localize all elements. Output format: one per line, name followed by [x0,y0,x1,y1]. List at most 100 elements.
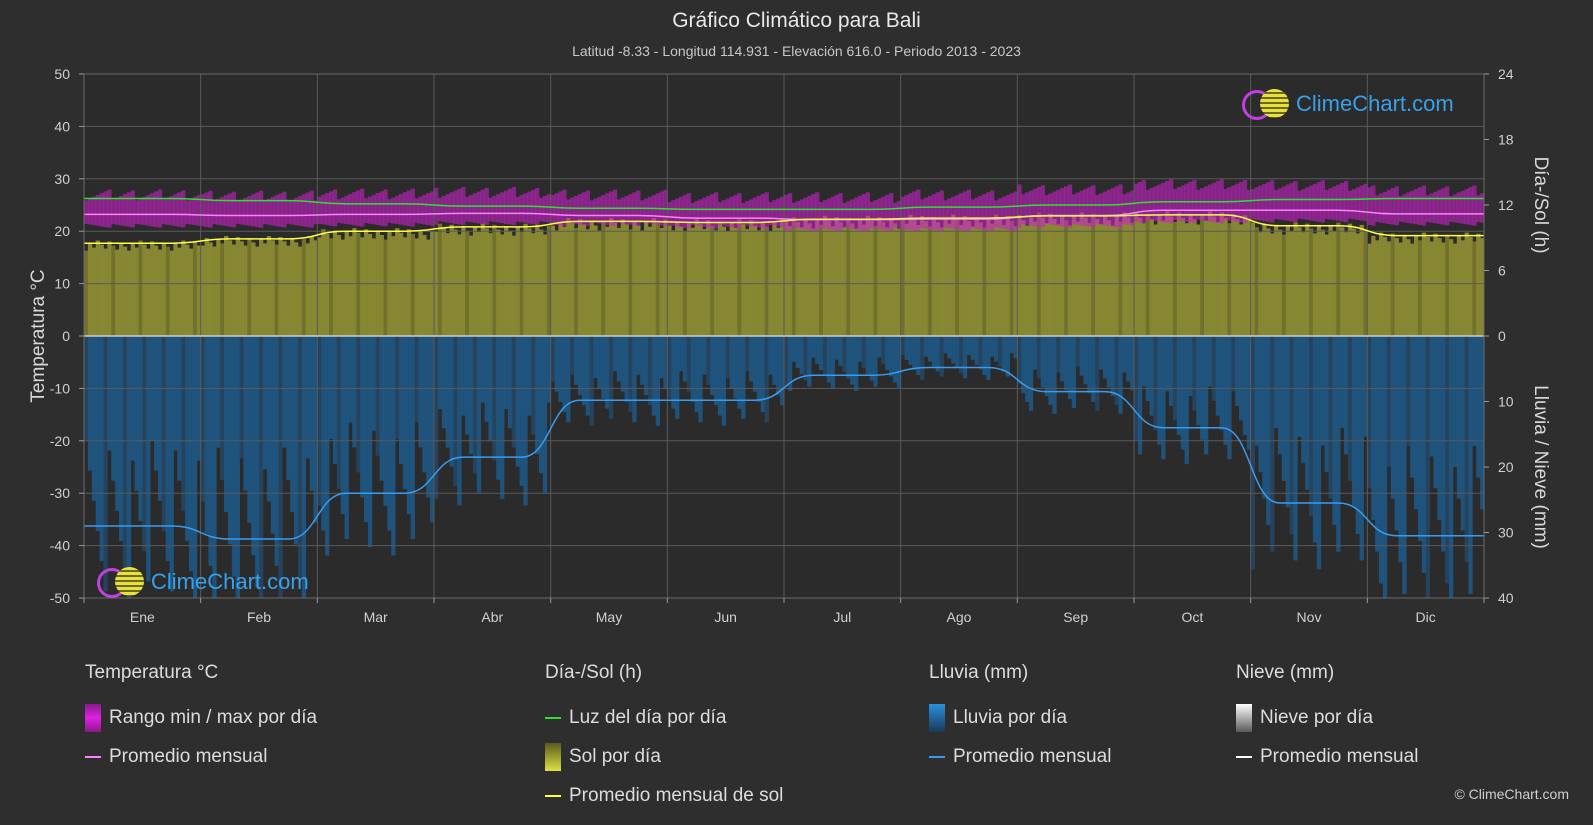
temp-range-bar [776,198,781,227]
logo-bottom[interactable]: ClimeChart.com [95,566,309,598]
temp-range-bar [146,195,151,226]
rain-bar [208,336,213,566]
x-tick-label: Ene [130,609,155,625]
sunshine-bar [873,226,878,336]
temp-range-bar [278,193,283,227]
temp-range-bar [1332,186,1337,221]
temp-range-bar [791,202,797,228]
sunshine-bar [710,225,715,336]
temp-range-bar [515,196,520,222]
temp-range-bar [912,191,917,231]
rain-bar [511,336,517,448]
rain-bar [119,336,124,541]
temp-range-bar [760,194,765,229]
rain-bar [95,336,100,531]
sunshine-bar [1161,220,1166,336]
temp-range-bar [1270,180,1275,223]
temp-range-bar [453,190,458,224]
sunshine-bar [480,223,485,336]
rain-bar [1071,336,1077,408]
rain-bar [698,336,703,423]
y2-tick-label: 0 [1498,328,1506,344]
temp-range-bar [1040,185,1045,228]
sunshine-bar [904,223,909,336]
temp-range-bar [861,194,867,231]
logo-top[interactable]: ClimeChart.com [1240,88,1454,120]
sunshine-bar [169,250,174,336]
sunshine-bar [527,228,532,336]
rain-bar [729,336,734,389]
sunshine-bar [1025,225,1030,336]
rain-bar [130,336,135,461]
rain-bar [838,336,843,366]
temp-range-bar [869,202,874,228]
temp-range-bar [1449,196,1454,222]
sunshine-bar [523,223,528,336]
temp-range-bar [216,198,221,225]
sunshine-bar [1379,232,1384,336]
rain-bar [500,336,505,499]
rain-bar [986,336,991,380]
sunshine-bar [854,228,859,336]
temp-range-bar [959,193,964,231]
temp-range-bar [881,196,886,230]
rain-bar [507,336,513,429]
sunshine-bar [546,226,552,336]
rain-bar [737,336,742,409]
legend-label: Rango min / max por día [109,706,318,728]
legend-label: Luz del día por día [569,706,727,728]
sunshine-bar [749,220,754,336]
sunshine-bar [694,219,699,336]
temp-range-bar [402,192,408,226]
temp-range-bar [91,196,97,226]
temp-range-bar [679,196,684,228]
temp-range-bar [87,198,93,225]
temp-range-bar [605,193,610,225]
rain-bar [453,336,458,486]
temp-range-bar [589,200,594,223]
sunshine-bar [764,226,769,336]
rain-bar [694,336,699,413]
rain-bar [846,336,851,379]
sunshine-bar [1394,238,1399,336]
rain-bar [1013,336,1018,359]
sunshine-bar [581,224,587,336]
temp-range-bar [504,190,509,224]
temp-range-bar [270,196,275,226]
sunshine-bar [208,242,213,336]
sunshine-bar [943,218,948,336]
sunshine-bar [500,234,505,336]
sunshine-bar [282,241,287,336]
rain-bar [1040,336,1045,388]
rain-bar [1048,336,1053,405]
sunshine-bar [1293,222,1298,336]
rain-bar [1172,336,1178,421]
rain-bar [445,336,450,448]
temp-range-bar [154,191,159,228]
temp-range-bar [1429,193,1434,223]
rain-bar [181,336,186,511]
sunshine-bar [566,218,571,336]
sunshine-bar [1277,229,1283,336]
sunshine-bar [628,229,633,336]
sunshine-bar [1476,233,1481,336]
temp-range-bar [356,190,361,227]
sunshine-bar [772,222,777,336]
rain-bar [1386,336,1392,467]
rain-bar [169,336,174,592]
rain-bar [1079,336,1084,376]
rain-bar [441,336,447,429]
temp-range-bar [931,194,937,230]
rain-bar [1005,336,1010,377]
temp-range-bar [1320,180,1325,223]
temp-range-bar [1196,189,1201,220]
rain-bar [216,336,221,448]
sunshine-bar [624,224,629,336]
sunshine-bar [91,247,97,336]
temp-range-bar [1402,194,1407,223]
sunshine-bar [119,242,124,336]
sunshine-bar [881,222,886,336]
temp-range-bar [577,194,583,225]
sunshine-bar [496,229,501,336]
temp-range-bar [752,197,758,227]
